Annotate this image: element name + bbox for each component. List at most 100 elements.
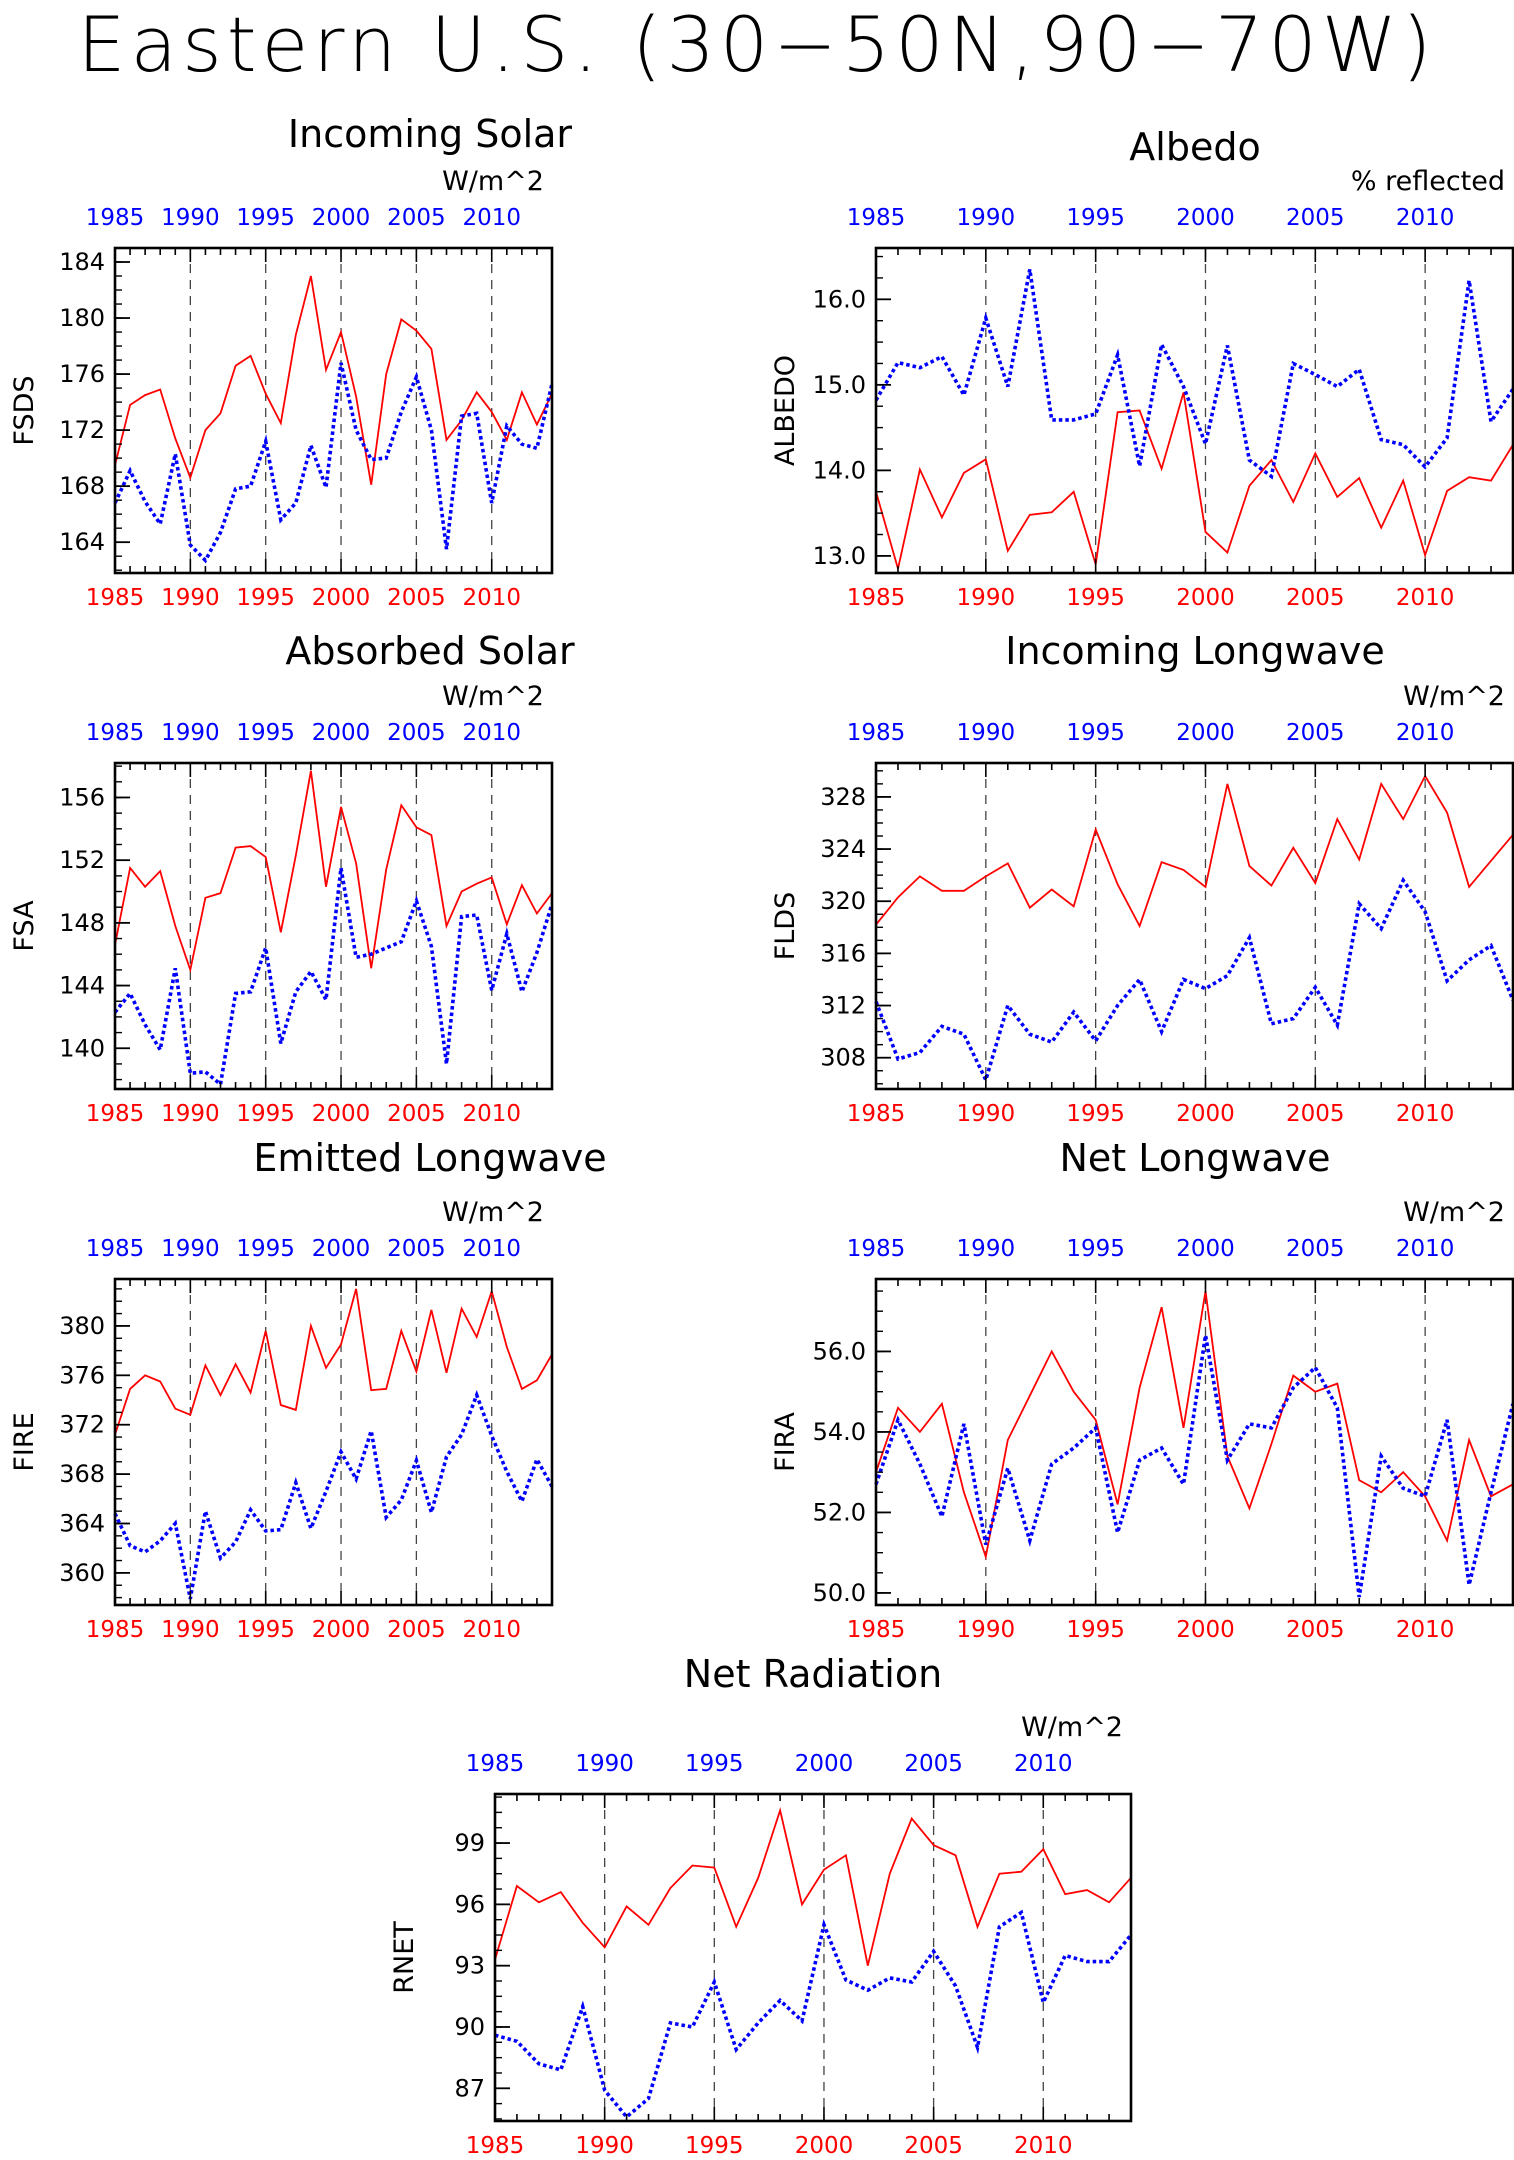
x-tick-label-bottom: 2005	[387, 585, 446, 611]
x-tick-label-top: 2000	[312, 1236, 371, 1262]
x-tick-label-top: 1985	[86, 205, 145, 231]
y-tick-label: 184	[59, 248, 105, 276]
x-tick-label-bottom: 1990	[957, 1617, 1016, 1643]
x-tick-label-bottom: 2005	[1286, 585, 1345, 611]
x-tick-label-bottom: 1995	[236, 1101, 295, 1127]
plot-frame	[874, 1277, 1514, 1607]
x-tick-label-top: 2005	[387, 720, 446, 746]
chart-panel-albedo: Albedo % reflected 1985 1985 1990 1990 1995 199…	[770, 125, 1514, 611]
x-tick-label-bottom: 1990	[575, 2133, 634, 2159]
x-tick-label-top: 1990	[575, 1751, 634, 1777]
x-tick-label-bottom: 2010	[462, 1101, 521, 1127]
plot-frame	[113, 246, 554, 575]
chart-panel-fsds: Incoming Solar W/m^2 1985 1985 1990 1990 1995 1…	[9, 112, 572, 611]
blue-series-line	[113, 867, 554, 1088]
blue-series-line	[874, 1334, 1514, 1598]
y-tick-label: 99	[454, 1829, 485, 1857]
x-tick-label-bottom: 2010	[1396, 1617, 1455, 1643]
y-tick-label: 13.0	[813, 542, 866, 570]
y-tick-label: 87	[454, 2074, 485, 2102]
y-tick-label: 15.0	[813, 371, 866, 399]
y-tick-label: 52.0	[813, 1498, 866, 1526]
x-tick-label-top: 2005	[1286, 205, 1345, 231]
units-label: % reflected	[1351, 166, 1505, 197]
x-tick-label-top: 1995	[685, 1751, 744, 1777]
x-tick-label-top: 1985	[86, 720, 145, 746]
x-tick-label-bottom: 2010	[1396, 1101, 1455, 1127]
plot-frame	[493, 1792, 1133, 2123]
y-axis-label: FIRE	[9, 1412, 40, 1471]
x-tick-label-top: 2005	[1286, 720, 1345, 746]
x-tick-label-top: 2010	[462, 1236, 521, 1262]
x-tick-label-bottom: 1990	[161, 1101, 220, 1127]
x-tick-label-top: 1990	[957, 205, 1016, 231]
x-tick-label-top: 1990	[957, 720, 1016, 746]
y-tick-label: 140	[59, 1034, 105, 1062]
x-tick-label-bottom: 2010	[462, 1617, 521, 1643]
units-label: W/m^2	[1021, 1712, 1123, 1743]
red-series-line	[875, 1290, 1514, 1561]
x-tick-label-top: 1985	[847, 720, 906, 746]
x-tick-label-top: 2010	[1396, 205, 1455, 231]
x-tick-label-top: 1990	[161, 205, 220, 231]
x-tick-label-bottom: 1990	[957, 585, 1016, 611]
y-tick-label: 93	[454, 1952, 485, 1980]
x-tick-label-top: 1990	[957, 1236, 1016, 1262]
x-tick-label-top: 1985	[466, 1751, 525, 1777]
y-tick-label: 360	[59, 1559, 105, 1587]
x-tick-label-top: 2005	[387, 1236, 446, 1262]
blue-series-line	[494, 1909, 1133, 2120]
x-tick-label-bottom: 1985	[466, 2133, 525, 2159]
x-tick-label-top: 1990	[161, 720, 220, 746]
x-tick-label-bottom: 2000	[795, 2133, 854, 2159]
x-tick-label-bottom: 2005	[1286, 1617, 1345, 1643]
x-tick-label-top: 2000	[312, 205, 371, 231]
x-tick-label-bottom: 1995	[236, 585, 295, 611]
x-tick-label-bottom: 2010	[1396, 585, 1455, 611]
y-tick-label: 316	[820, 939, 866, 967]
x-tick-label-bottom: 2000	[312, 1101, 371, 1127]
x-tick-label-bottom: 1995	[236, 1617, 295, 1643]
x-tick-label-bottom: 2010	[1014, 2133, 1073, 2159]
blue-series-line	[113, 1389, 554, 1600]
x-tick-label-bottom: 1985	[86, 585, 145, 611]
y-tick-label: 312	[820, 992, 866, 1020]
chart-panel-fsa: Absorbed Solar W/m^2 1985 1985 1990 1990 1995 1…	[9, 629, 575, 1127]
panel-title: Incoming Solar	[288, 112, 573, 156]
chart-panel-rnet: Net Radiation W/m^2 1985 1985 1990 1990 1995 19…	[389, 1652, 1133, 2159]
x-tick-label-bottom: 2010	[462, 585, 521, 611]
y-tick-label: 364	[59, 1510, 105, 1538]
x-tick-label-top: 2000	[1176, 720, 1235, 746]
panel-title: Incoming Longwave	[1005, 629, 1384, 673]
y-tick-label: 50.0	[813, 1579, 866, 1607]
y-tick-label: 328	[820, 783, 866, 811]
x-tick-label-bottom: 2000	[312, 585, 371, 611]
y-tick-label: 372	[59, 1411, 105, 1439]
x-tick-label-top: 2005	[387, 205, 446, 231]
y-tick-label: 380	[59, 1312, 105, 1340]
plot-frame	[874, 761, 1514, 1091]
y-axis-label: ALBEDO	[770, 355, 801, 466]
x-tick-label-bottom: 2000	[1176, 585, 1235, 611]
x-tick-label-top: 2010	[462, 205, 521, 231]
x-tick-label-top: 1985	[86, 1236, 145, 1262]
panel-title: Absorbed Solar	[285, 629, 575, 673]
red-series-line	[875, 774, 1514, 929]
y-tick-label: 172	[59, 416, 105, 444]
y-tick-label: 368	[59, 1460, 105, 1488]
x-tick-label-bottom: 1995	[1066, 1617, 1125, 1643]
red-series-line	[114, 275, 553, 485]
x-tick-label-top: 1985	[847, 1236, 906, 1262]
x-tick-label-top: 2005	[1286, 1236, 1345, 1262]
x-tick-label-top: 2000	[795, 1751, 854, 1777]
chart-panel-fire: Emitted Longwave W/m^2 1985 1985 1990 1990 199…	[9, 1136, 607, 1643]
x-tick-label-bottom: 1985	[847, 1617, 906, 1643]
y-tick-label: 320	[820, 887, 866, 915]
x-tick-label-bottom: 1995	[685, 2133, 744, 2159]
x-tick-label-top: 2010	[1396, 720, 1455, 746]
x-tick-label-bottom: 2005	[904, 2133, 963, 2159]
y-tick-label: 156	[59, 783, 105, 811]
x-tick-label-bottom: 2005	[387, 1617, 446, 1643]
plot-frame	[874, 246, 1514, 575]
